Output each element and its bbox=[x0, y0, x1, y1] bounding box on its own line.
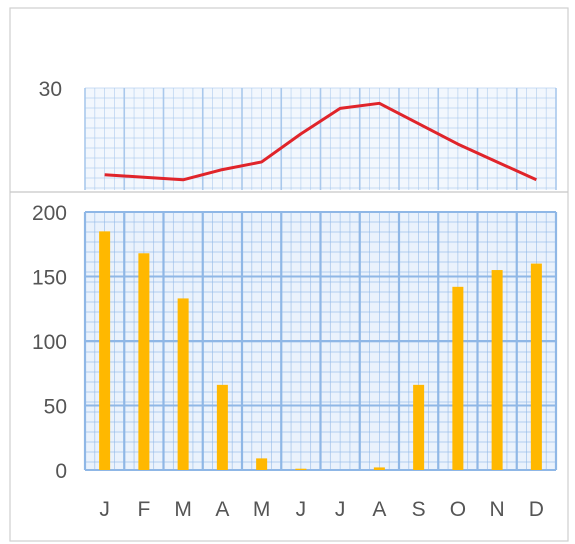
precipitation-bar bbox=[530, 263, 542, 470]
x-tick-label: A bbox=[215, 498, 229, 521]
precipitation-bar bbox=[295, 468, 307, 470]
precipitation-bar bbox=[413, 384, 425, 470]
x-tick-label: J bbox=[335, 498, 346, 521]
temperature-line bbox=[104, 101, 537, 182]
precipitation-bar bbox=[452, 286, 464, 470]
precipitation-bar bbox=[256, 458, 268, 470]
x-tick-label: J bbox=[296, 498, 307, 521]
precipitation-bar bbox=[491, 270, 503, 470]
y-tick-label: 50 bbox=[44, 396, 67, 419]
precipitation-bar bbox=[177, 298, 189, 470]
y-tick-label-top: 30 bbox=[39, 78, 62, 101]
x-tick-label: D bbox=[529, 498, 544, 521]
x-tick-label: J bbox=[99, 498, 110, 521]
precipitation-bar bbox=[138, 253, 150, 470]
temperature-panel: 30 bbox=[39, 78, 557, 190]
x-tick-label: N bbox=[490, 498, 505, 521]
y-tick-label: 150 bbox=[32, 267, 67, 290]
x-tick-label: O bbox=[450, 498, 466, 521]
x-tick-label: M bbox=[174, 498, 192, 521]
y-tick-label: 200 bbox=[32, 202, 67, 225]
x-tick-label: M bbox=[253, 498, 271, 521]
x-tick-label: A bbox=[372, 498, 386, 521]
x-tick-label: F bbox=[137, 498, 150, 521]
x-tick-label: S bbox=[412, 498, 426, 521]
y-tick-label: 0 bbox=[55, 460, 67, 483]
precipitation-bar bbox=[373, 467, 385, 470]
y-tick-label: 100 bbox=[32, 331, 67, 354]
precipitation-bar bbox=[99, 231, 111, 470]
precipitation-bar bbox=[216, 384, 228, 470]
